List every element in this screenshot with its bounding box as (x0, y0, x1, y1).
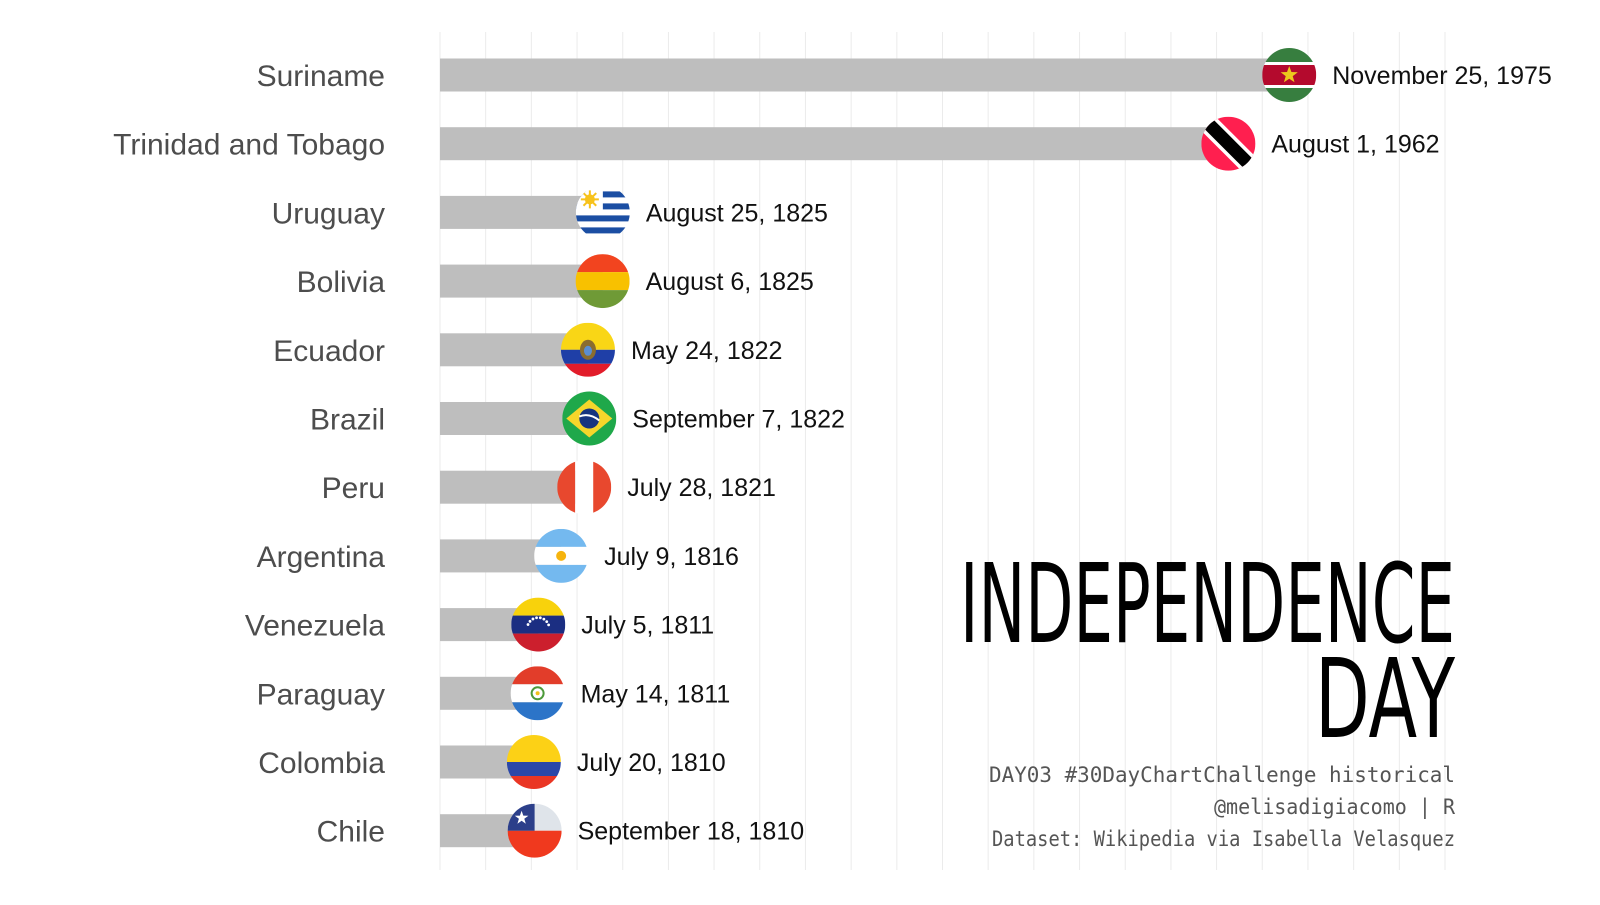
bar-trinidad-and-tobago (440, 127, 1229, 161)
argentina-flag-icon (534, 528, 589, 583)
title-line-1: INDEPENDENCE (960, 540, 1455, 668)
trinidad-and-tobago-flag-icon (1201, 116, 1256, 171)
caption-line-1: DAY03 #30DayChartChallenge historical (989, 763, 1455, 787)
country-label: Argentina (257, 541, 386, 574)
date-label: August 1, 1962 (1271, 131, 1439, 159)
caption-line-3: Dataset: Wikipedia via Isabella Velasque… (992, 827, 1455, 851)
date-label: May 14, 1811 (581, 680, 731, 708)
date-label: September 18, 1810 (578, 818, 805, 846)
country-label: Trinidad and Tobago (113, 129, 385, 162)
venezuela-flag-icon (511, 597, 566, 652)
date-label: August 6, 1825 (646, 268, 814, 296)
bolivia-flag-icon (575, 254, 630, 309)
bar-bolivia (440, 264, 603, 298)
country-label: Suriname (257, 60, 385, 93)
paraguay-flag-icon (510, 666, 565, 721)
date-label: May 24, 1822 (631, 337, 783, 365)
date-label: November 25, 1975 (1332, 62, 1552, 90)
uruguay-flag-icon (575, 185, 630, 240)
title-line-2: DAY (1315, 635, 1456, 763)
bars (440, 58, 1290, 848)
chile-flag-icon (507, 803, 562, 858)
ecuador-flag-icon (560, 322, 615, 377)
country-label: Paraguay (257, 678, 385, 711)
colombia-flag-icon (506, 735, 561, 789)
date-label: August 25, 1825 (646, 199, 828, 227)
country-label: Chile (317, 816, 385, 849)
country-label: Uruguay (272, 197, 385, 230)
bar-suriname (440, 58, 1290, 92)
caption-line-2: @melisadigiacomo | R (1214, 795, 1455, 820)
date-label: July 28, 1821 (627, 474, 776, 502)
brazil-flag-icon (562, 391, 617, 446)
country-label: Peru (322, 472, 385, 505)
flags (506, 48, 1317, 858)
peru-flag-icon (557, 460, 612, 515)
suriname-flag-icon (1262, 48, 1317, 102)
chart-caption: DAY03 #30DayChartChallenge historical @m… (989, 763, 1455, 851)
country-label: Venezuela (245, 610, 385, 643)
date-label: July 9, 1816 (604, 543, 739, 571)
date-label: July 20, 1810 (577, 749, 726, 777)
bar-uruguay (440, 195, 603, 229)
country-label: Brazil (310, 404, 385, 437)
labels: Suriname November 25, 1975 Trinidad and To… (113, 60, 1552, 849)
country-label: Colombia (258, 747, 385, 780)
gridlines (439, 32, 1446, 870)
country-label: Ecuador (273, 335, 385, 368)
date-label: July 5, 1811 (581, 612, 714, 640)
country-label: Bolivia (297, 266, 386, 299)
chart-title: INDEPENDENCE DAY (960, 540, 1456, 763)
date-label: September 7, 1822 (632, 406, 845, 434)
